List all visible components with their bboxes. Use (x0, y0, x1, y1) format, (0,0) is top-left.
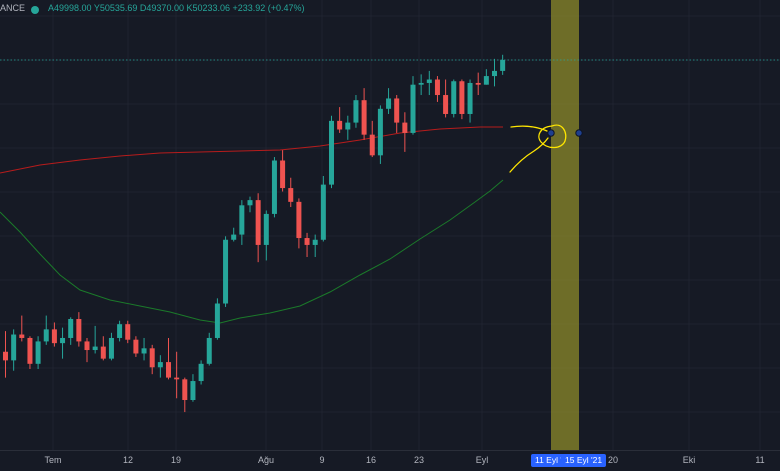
candle-body (206, 337, 212, 364)
candle-body (329, 120, 334, 185)
time-tick: 12 (122, 455, 134, 465)
candle-body (467, 82, 473, 114)
time-tick: 9 (319, 455, 325, 465)
moving-average-short-line (0, 179, 504, 324)
candle-body (223, 239, 229, 304)
annotation-circle (538, 124, 567, 149)
candle-body (459, 81, 465, 114)
candle-body (60, 337, 66, 344)
candle-body (43, 329, 49, 342)
candle-body (141, 348, 147, 354)
candle-body (288, 188, 294, 202)
candle-body (76, 319, 82, 342)
candle-body (443, 95, 449, 114)
price-chart[interactable] (0, 0, 780, 450)
candle-body (108, 337, 114, 359)
candle-body (3, 351, 8, 361)
time-tick: 19 (170, 455, 182, 465)
ohlc-values: A49998.00 Y50535.69 D49370.00 K50233.06 … (48, 3, 305, 13)
candle-body (475, 82, 481, 85)
time-tick: Ağu (257, 455, 275, 465)
candle-body (483, 76, 489, 85)
time-tick: 20 (607, 455, 619, 465)
candle-body (410, 84, 416, 133)
candle-body (157, 362, 163, 368)
candle-body (239, 205, 245, 235)
candle-body (231, 234, 237, 240)
candle-body (214, 303, 220, 338)
candle-body (166, 362, 171, 378)
symbol-name: ANCE (0, 3, 26, 13)
candle-body (394, 98, 400, 123)
annotation-arrow-upper (510, 125, 548, 132)
candle-body (11, 334, 17, 361)
candle-body (100, 346, 106, 359)
candle-body (337, 120, 343, 130)
candle-body (369, 134, 375, 156)
candle-body (182, 379, 188, 400)
time-tick: Eki (682, 455, 696, 465)
candle-body (426, 79, 432, 83)
range-end-handle[interactable] (575, 129, 583, 137)
candle-body (500, 60, 506, 71)
candle-body (296, 201, 302, 239)
candle-body (271, 160, 277, 214)
candle-body (117, 324, 123, 338)
time-tick: 23 (413, 455, 425, 465)
time-tick: Tem (44, 455, 62, 465)
candle-body (263, 213, 269, 245)
grid (0, 0, 780, 450)
candle-body (402, 122, 408, 133)
date-range-highlight (551, 0, 579, 450)
candle-body (280, 160, 286, 189)
candle-body (68, 319, 74, 338)
candle-body (133, 339, 139, 354)
candle-body (361, 100, 367, 135)
candle-body (247, 200, 253, 206)
candle-body (312, 239, 318, 245)
candle-body (353, 100, 359, 123)
candle-body (451, 81, 457, 114)
candle-body (320, 184, 326, 240)
candle-body (149, 348, 155, 368)
range-end-date-badge: 15 Eyl '21 (561, 454, 607, 467)
candle-body (19, 334, 25, 338)
candle-body (51, 329, 57, 344)
candle-body (27, 337, 33, 364)
time-tick: Eyl (475, 455, 489, 465)
candle-body (198, 363, 204, 382)
annotation-arrow-lower (509, 137, 549, 173)
moving-average-long-line (0, 126, 503, 174)
annotation-drawing (509, 124, 567, 173)
candle-body (345, 122, 351, 130)
candle-body (92, 346, 98, 351)
candle-body (190, 381, 196, 400)
candle-body (434, 79, 440, 96)
market-status-icon (31, 6, 39, 14)
range-start-handle[interactable] (547, 129, 555, 137)
candle-body (35, 341, 41, 364)
time-tick: 16 (365, 455, 377, 465)
candlestick-series (3, 54, 506, 413)
candle-body (125, 324, 131, 340)
candle-body (386, 98, 392, 109)
candle-body (255, 200, 261, 245)
time-axis[interactable]: Tem 12 19 Ağu 9 16 23 Eyl 20 Eki 11 11 E… (0, 450, 780, 471)
candle-body (418, 82, 424, 85)
candle-body (304, 238, 310, 245)
candle-body (84, 341, 90, 351)
time-tick: 11 (755, 455, 765, 465)
candle-body (174, 377, 180, 380)
candle-body (492, 70, 497, 77)
candle-body (377, 108, 383, 156)
